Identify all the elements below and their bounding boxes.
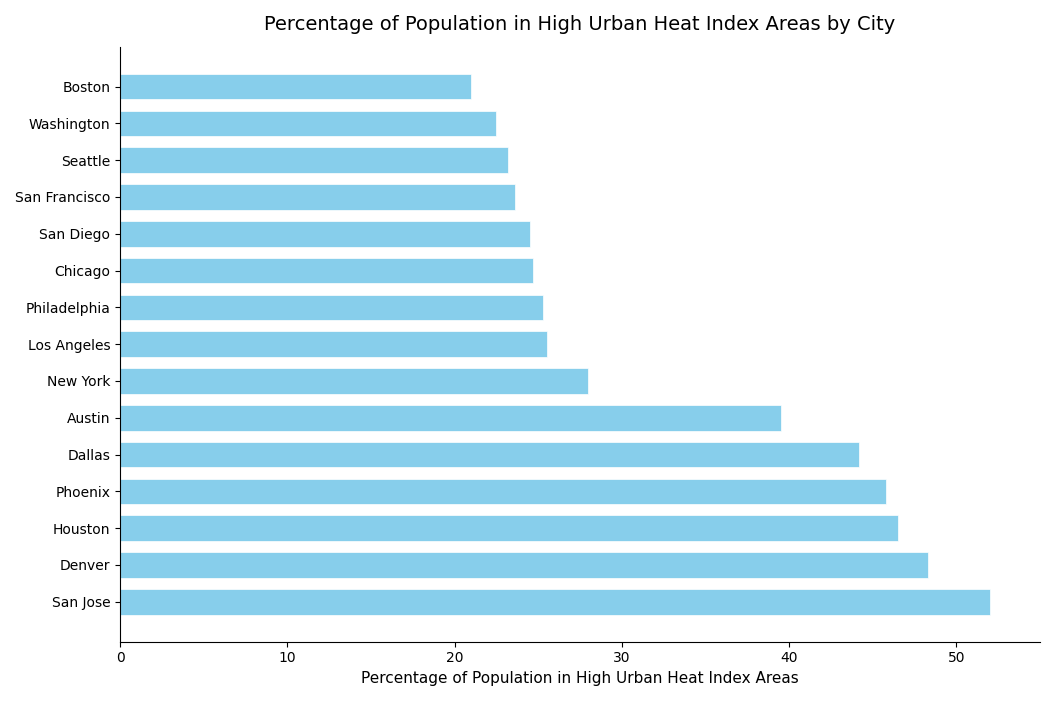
Bar	[120, 147, 509, 173]
Bar	[120, 184, 515, 210]
Bar	[120, 111, 497, 136]
Bar	[120, 442, 860, 468]
X-axis label: Percentage of Population in High Urban Heat Index Areas: Percentage of Population in High Urban H…	[361, 671, 799, 686]
Bar	[120, 552, 928, 578]
Title: Percentage of Population in High Urban Heat Index Areas by City: Percentage of Population in High Urban H…	[265, 15, 896, 34]
Bar	[120, 294, 543, 320]
Bar	[120, 479, 886, 504]
Bar	[120, 515, 898, 541]
Bar	[120, 221, 530, 247]
Bar	[120, 74, 472, 100]
Bar	[120, 332, 546, 357]
Bar	[120, 405, 781, 430]
Bar	[120, 368, 589, 394]
Bar	[120, 258, 533, 283]
Bar	[120, 589, 990, 615]
